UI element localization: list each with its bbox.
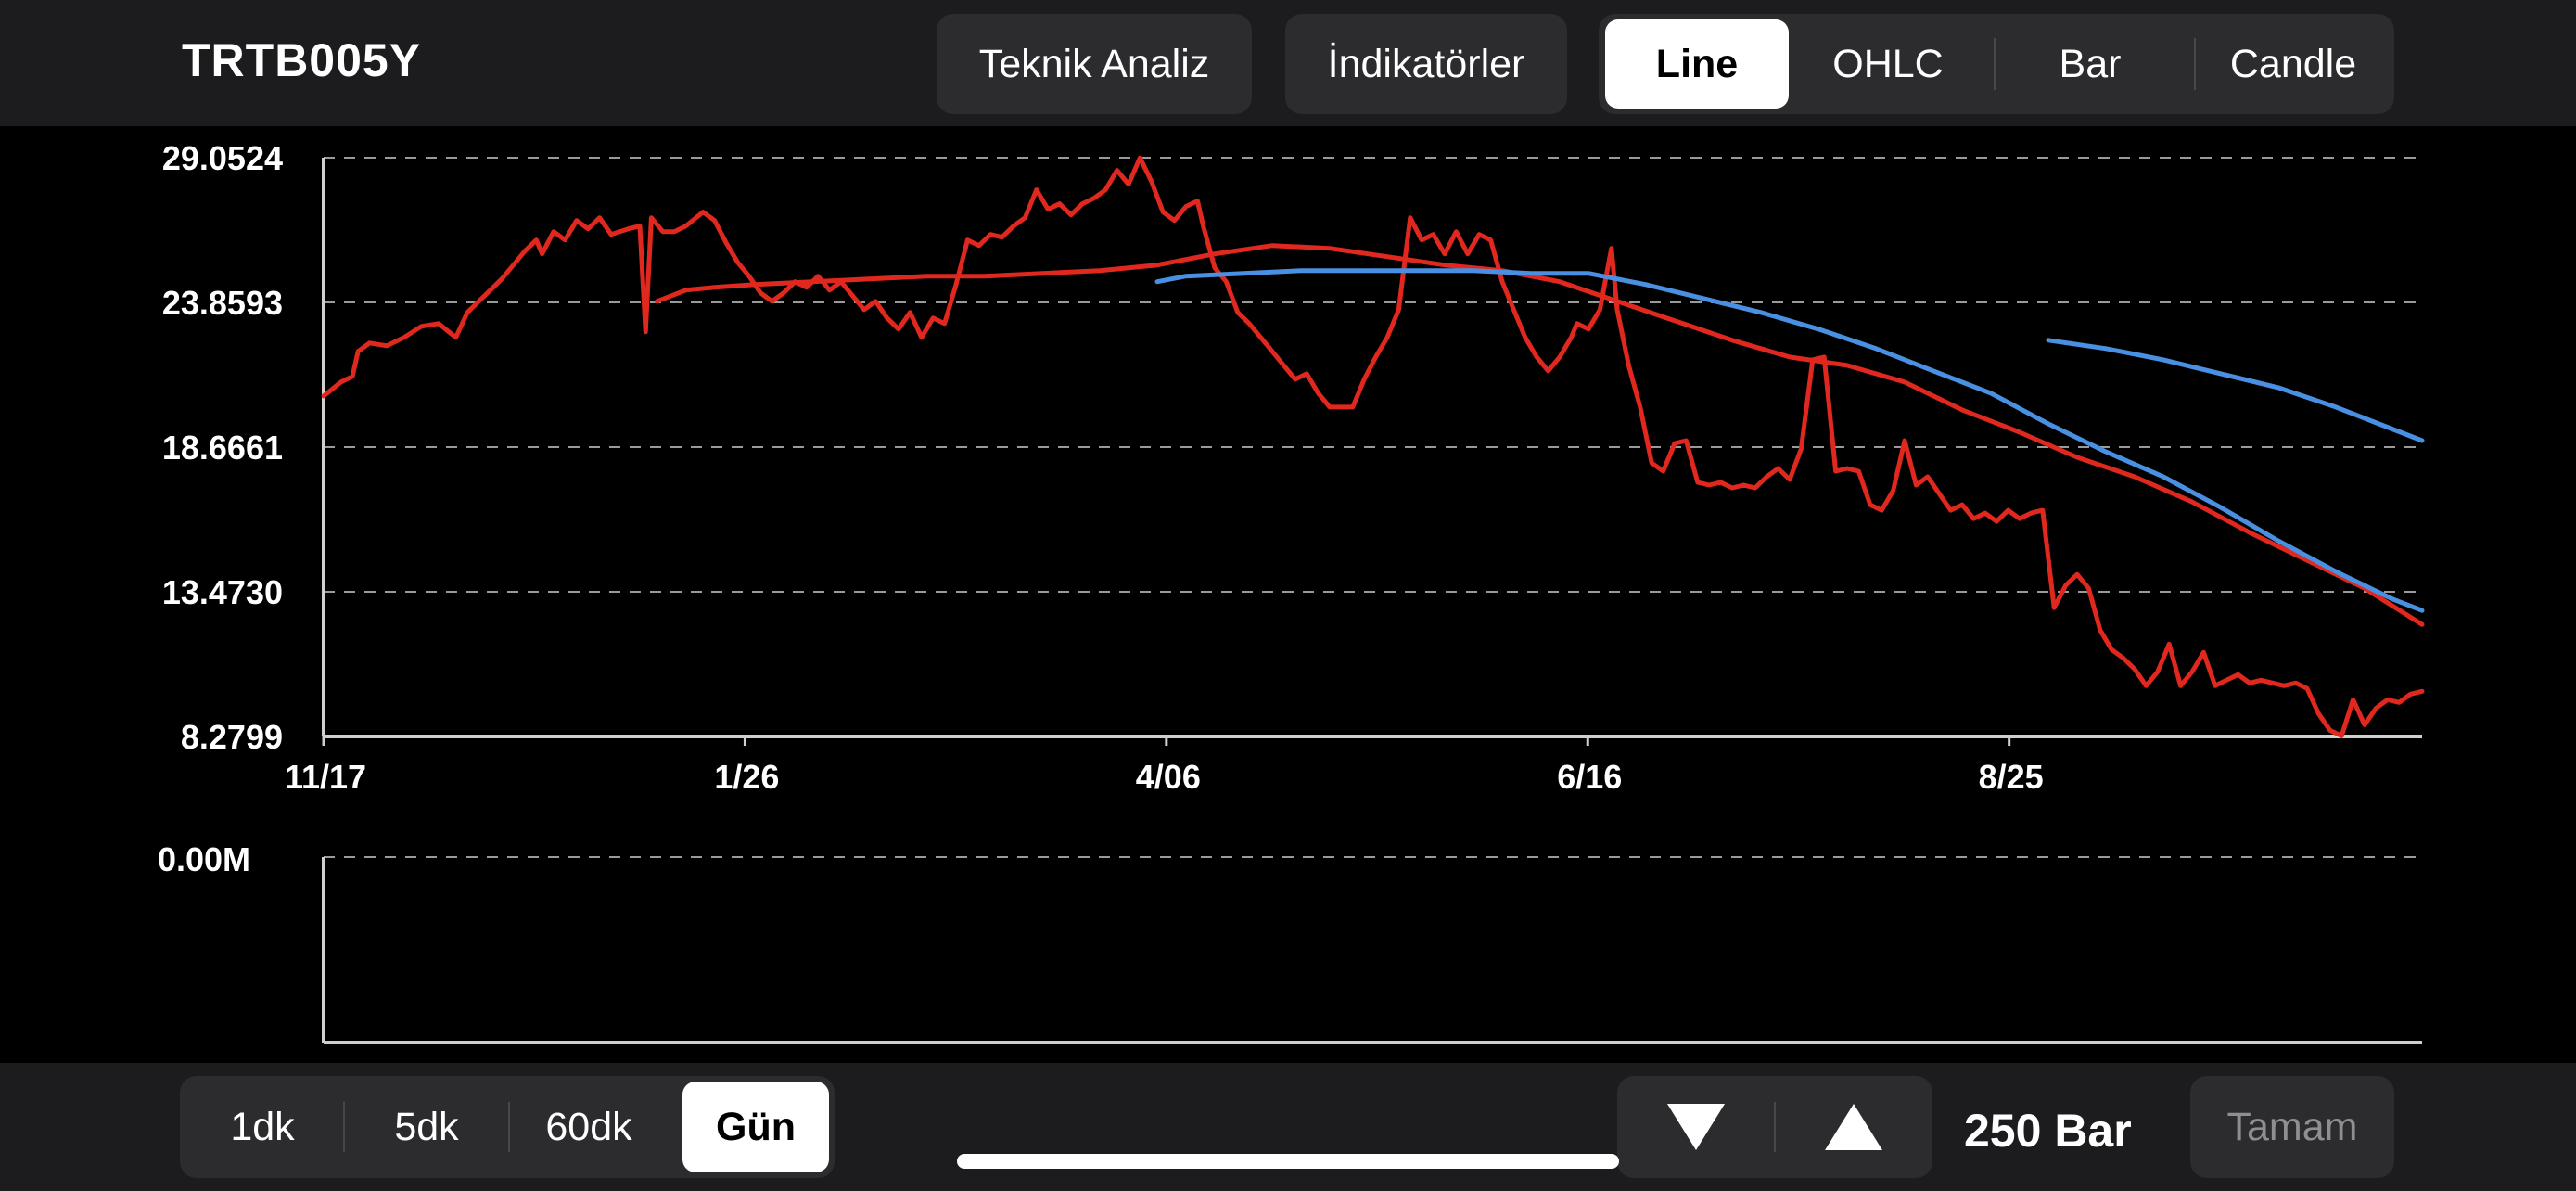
- chart-type-line[interactable]: Line: [1605, 19, 1789, 109]
- x-tick-label: 11/17: [285, 758, 366, 796]
- timeframe-5dk[interactable]: 5dk: [394, 1104, 459, 1149]
- chart-type-candle[interactable]: Candle: [2229, 41, 2357, 86]
- y-tick-label: 8.2799: [181, 718, 283, 756]
- chart-type-segmented-control: Line OHLC Bar Candle: [1599, 14, 2394, 114]
- series-lines: [321, 155, 2425, 738]
- x-axis-labels: 11/17 1/26 4/06 6/16 8/25: [285, 758, 2044, 796]
- y-axis-labels: 29.0524 23.8593 18.6661 13.4730 8.2799: [162, 139, 283, 756]
- y-tick-label: 29.0524: [162, 139, 283, 177]
- home-indicator[interactable]: [957, 1154, 1619, 1169]
- technical-analysis-button[interactable]: Teknik Analiz: [937, 14, 1252, 114]
- series-line-ma-blue_long: [2046, 338, 2425, 443]
- segment-divider: [2194, 38, 2196, 90]
- y-tick-label: 13.4730: [162, 573, 283, 611]
- timeframe-segmented-control: 1dk 5dk 60dk Gün: [180, 1076, 835, 1178]
- segment-divider: [343, 1102, 345, 1152]
- indicators-button[interactable]: İndikatörler: [1285, 14, 1567, 114]
- timeframe-1dk[interactable]: 1dk: [230, 1104, 295, 1149]
- segment-divider: [1774, 1102, 1776, 1152]
- x-tick-label: 4/06: [1136, 758, 1201, 796]
- done-button[interactable]: Tamam: [2190, 1076, 2394, 1178]
- timeframe-60dk[interactable]: 60dk: [545, 1104, 632, 1149]
- volume-tick-label: 0.00M: [158, 840, 250, 878]
- y-tick-label: 18.6661: [162, 429, 283, 467]
- axes: [322, 158, 2422, 746]
- bar-count-label: 250 Bar: [1964, 1105, 2132, 1157]
- timeframe-gun[interactable]: Gün: [682, 1082, 829, 1172]
- segment-divider: [1994, 38, 1996, 90]
- chart-type-ohlc[interactable]: OHLC: [1832, 41, 1944, 86]
- symbol-title: TRTB005Y: [182, 34, 422, 86]
- x-tick-label: 1/26: [714, 758, 779, 796]
- chart-type-bar[interactable]: Bar: [2059, 41, 2122, 86]
- triangle-up-icon: [1825, 1104, 1882, 1150]
- grid-lines: [324, 157, 2422, 593]
- price-chart[interactable]: 29.0524 23.8593 18.6661 13.4730 8.2799 11/17…: [0, 126, 2576, 1063]
- bottom-toolbar: 1dk 5dk 60dk Gün 250 Bar Tamam: [0, 1063, 2576, 1191]
- top-toolbar: TRTB005Y Teknik Analiz İndikatörler Line…: [0, 0, 2576, 126]
- x-tick-label: 6/16: [1557, 758, 1622, 796]
- increase-bars-button[interactable]: [1775, 1076, 1932, 1178]
- x-tick-label: 8/25: [1979, 758, 2044, 796]
- decrease-bars-button[interactable]: [1617, 1076, 1775, 1178]
- series-line-ma-blue: [1154, 268, 2425, 613]
- bar-count-stepper: [1617, 1076, 1932, 1178]
- y-tick-label: 23.8593: [162, 284, 283, 322]
- segment-divider: [508, 1102, 510, 1152]
- series-line-price: [321, 155, 2425, 738]
- triangle-down-icon: [1667, 1104, 1725, 1150]
- volume-panel: 0.00M: [158, 840, 2422, 1044]
- chart-area[interactable]: 29.0524 23.8593 18.6661 13.4730 8.2799 11/17…: [0, 126, 2576, 1063]
